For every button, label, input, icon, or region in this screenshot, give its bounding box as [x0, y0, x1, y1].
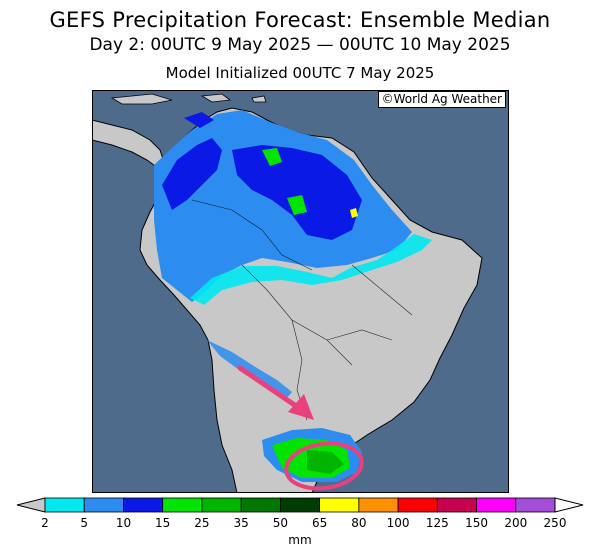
- legend-tick-labels: 2 5 10 15 25 35 50 65 80 100 125 150 200 250: [41, 516, 566, 530]
- legend-swatches: [16, 497, 584, 513]
- legend-tick-label: 100: [387, 516, 410, 530]
- legend-tick-label: 5: [80, 516, 88, 530]
- legend-swatch: [397, 497, 438, 513]
- legend-tick-label: 80: [351, 516, 366, 530]
- legend-tick-label: 125: [426, 516, 449, 530]
- legend-tick-label: 25: [194, 516, 209, 530]
- precip-core-dark-blue: [162, 112, 362, 240]
- precip-andes-streak: [207, 340, 292, 398]
- annotation-arrow-shaft: [237, 365, 305, 413]
- precipitation-map: [92, 90, 509, 493]
- legend-swatch: [123, 497, 164, 513]
- legend-tick-label: 65: [312, 516, 327, 530]
- precip-band-north-cyan: [190, 234, 432, 305]
- legend-swatch: [358, 497, 399, 513]
- country-borders: [191, 199, 413, 421]
- legend-under-triangle: [16, 497, 46, 513]
- annotation-arrow-head: [288, 394, 314, 420]
- legend-unit: mm: [288, 533, 311, 547]
- legend-swatch: [279, 497, 321, 513]
- legend-tick-label: 200: [504, 516, 527, 530]
- legend-swatch: [83, 497, 124, 513]
- legend-swatch: [44, 497, 85, 513]
- precip-legend: 2 5 10 15 25 35 50 65 80 100 125 150 200 250 mm: [16, 497, 584, 547]
- legend-swatch: [515, 497, 556, 513]
- credit-label: ©World Ag Weather: [377, 91, 506, 108]
- legend-tick-label: 50: [273, 516, 288, 530]
- precip-core-yellow: [350, 208, 358, 218]
- caribbean-islands: [110, 93, 267, 105]
- forecast-period: Day 2: 00UTC 9 May 2025 — 00UTC 10 May 2…: [89, 35, 511, 55]
- precip-south-blob-darkgreen: [307, 450, 344, 474]
- map-frame: [92, 90, 509, 493]
- legend-swatch: [436, 497, 477, 513]
- legend-tick-label: 2: [41, 516, 49, 530]
- map-title: GEFS Precipitation Forecast: Ensemble Me…: [49, 8, 551, 32]
- legend-tick-label: 150: [465, 516, 488, 530]
- model-init: Model Initialized 00UTC 7 May 2025: [165, 64, 435, 82]
- legend-tick-label: 35: [234, 516, 249, 530]
- annotation-circle: [284, 441, 364, 491]
- legend-over-triangle: [554, 497, 584, 513]
- legend-swatch: [319, 497, 360, 513]
- legend-swatch: [201, 497, 242, 513]
- legend-tick-label: 15: [155, 516, 170, 530]
- legend-tick-label: 250: [544, 516, 567, 530]
- precip-core-green: [262, 148, 307, 215]
- legend-swatch: [476, 497, 517, 513]
- legend-tick-label: 10: [116, 516, 131, 530]
- legend-swatch: [162, 497, 203, 513]
- legend-swatch: [240, 497, 281, 513]
